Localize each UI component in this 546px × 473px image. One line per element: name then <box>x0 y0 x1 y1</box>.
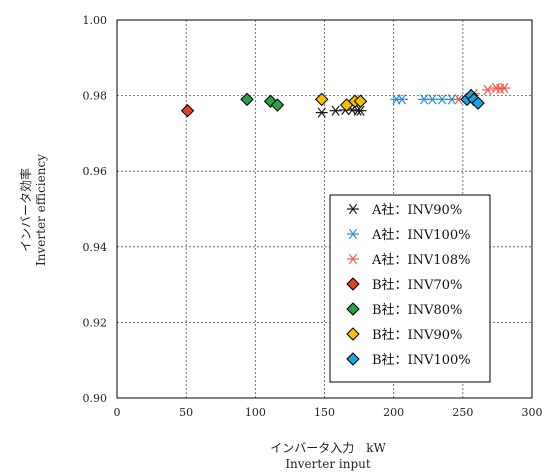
legend-label: B社：INV80% <box>372 302 462 318</box>
legend: A社：INV90% A社：INV100% A社：INV108% B社：INV70% B社… <box>330 195 490 382</box>
x-axis-title-en: Inverter input <box>285 457 371 471</box>
x-tick-label: 50 <box>179 406 193 419</box>
data-point <box>396 95 408 105</box>
data-points <box>182 83 511 117</box>
legend-label: A社：INV100% <box>371 227 470 243</box>
legend-label: A社：INV90% <box>371 202 462 218</box>
legend-label: A社：INV108% <box>371 252 470 268</box>
y-axis-title: インバータ効率 <box>18 168 33 252</box>
y-tick-label: 0.98 <box>83 90 108 103</box>
legend-label: B社：INV90% <box>372 327 462 343</box>
data-point <box>316 108 328 118</box>
y-tick-label: 0.94 <box>83 241 108 254</box>
x-axis-title: インバータ入力 kW <box>270 441 386 455</box>
x-tick-label: 150 <box>314 406 335 419</box>
data-point <box>241 93 253 105</box>
x-tick-label: 300 <box>522 406 543 419</box>
x-tick-label: 100 <box>245 406 266 419</box>
y-axis-title-en: Inverter efficiency <box>34 154 48 266</box>
legend-label: B社：INV70% <box>372 277 462 293</box>
legend-label: B社：INV100% <box>372 352 471 368</box>
y-tick-label: 0.90 <box>83 392 108 405</box>
y-tick-label: 0.96 <box>83 165 108 178</box>
x-tick-label: 200 <box>383 406 404 419</box>
x-tick-label: 0 <box>114 406 121 419</box>
data-point <box>482 85 494 95</box>
data-point <box>316 93 328 105</box>
data-point <box>182 105 194 117</box>
data-point <box>498 83 510 93</box>
y-tick-label: 0.92 <box>83 316 108 329</box>
data-point <box>330 106 342 116</box>
x-tick-label: 250 <box>452 406 473 419</box>
y-tick-label: 1.00 <box>83 14 108 27</box>
